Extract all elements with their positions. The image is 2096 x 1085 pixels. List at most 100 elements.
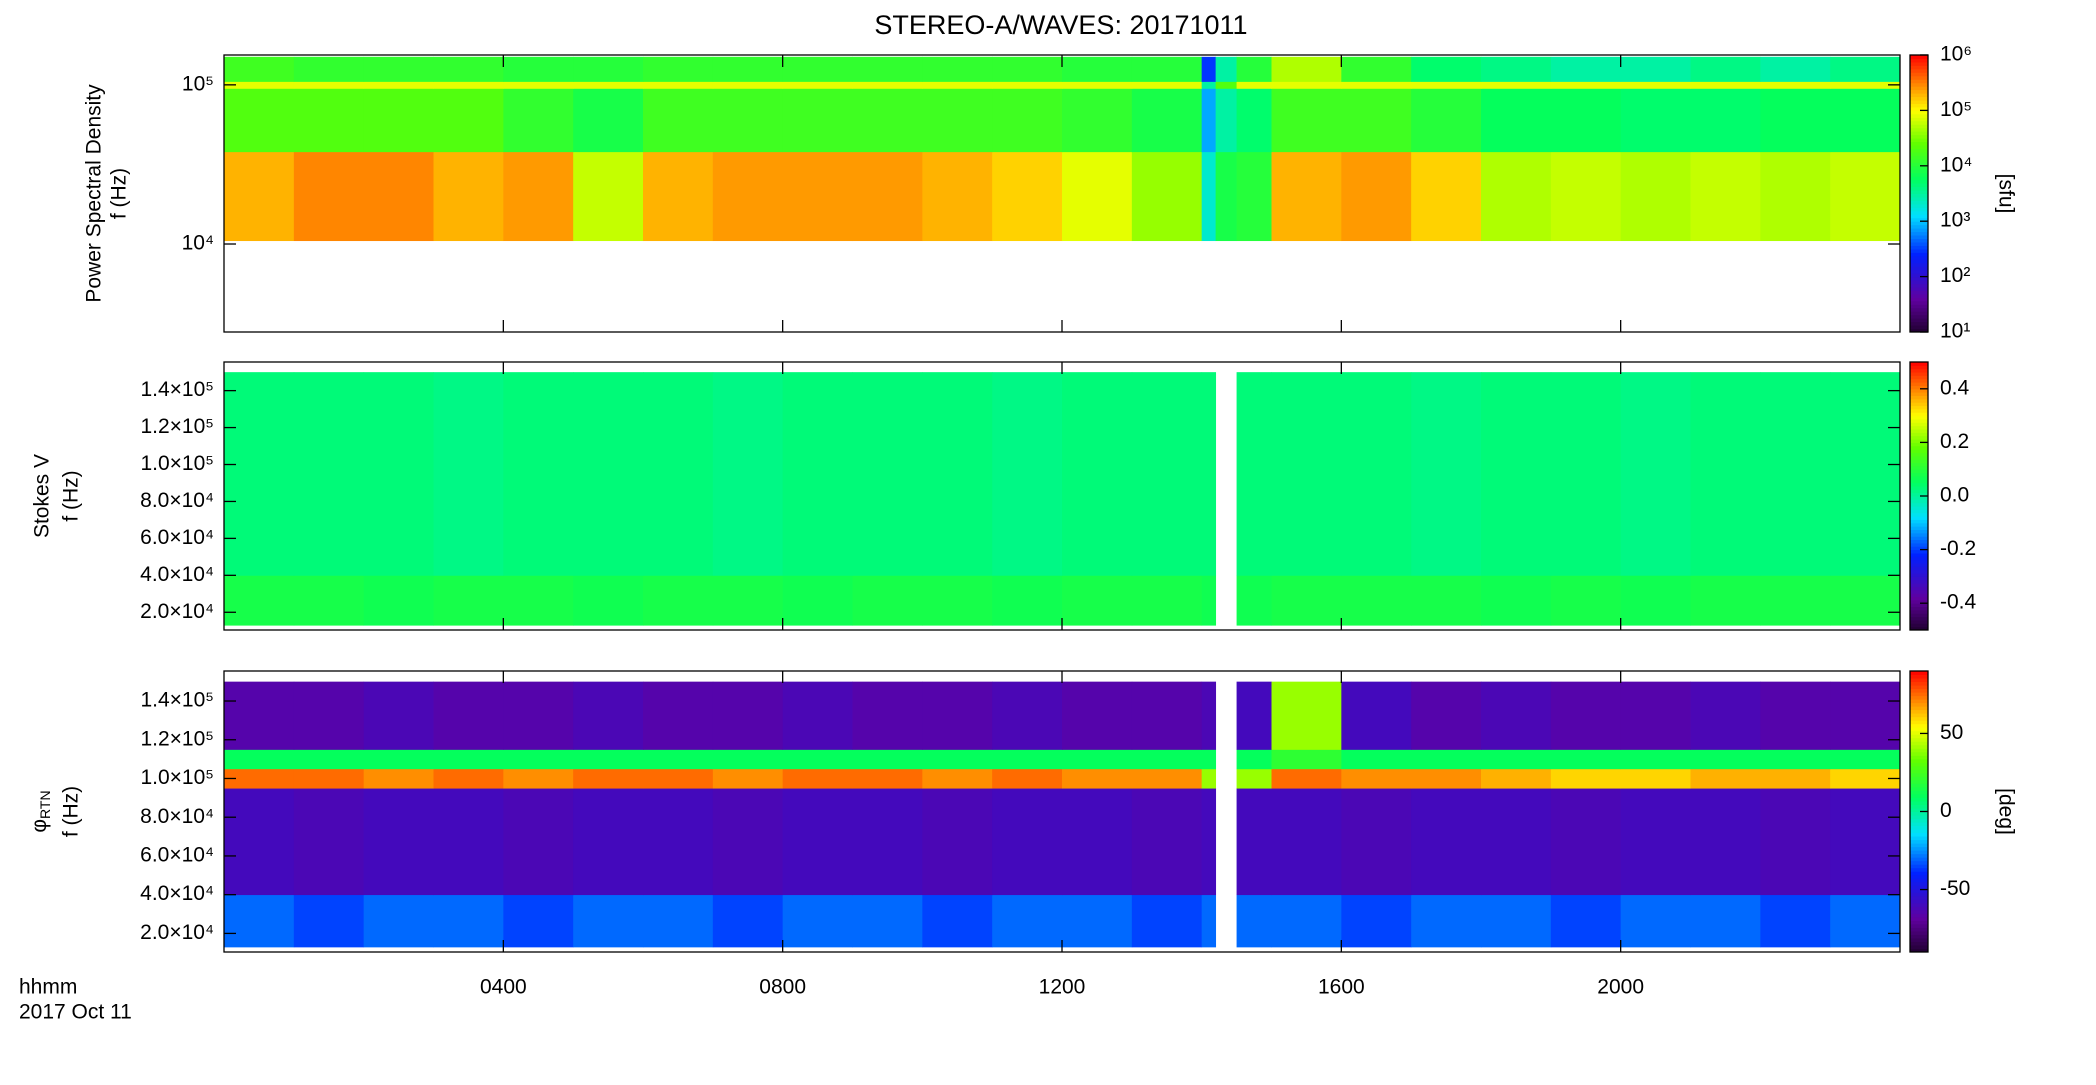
colorbar-segment (1910, 190, 1928, 194)
colorbar-segment (1910, 452, 1928, 457)
heatmap-cell (992, 56, 1063, 82)
colorbar-segment (1910, 269, 1928, 274)
colorbar-segment (1910, 916, 1928, 921)
heatmap-cell (293, 788, 365, 896)
heatmap-cell (922, 894, 993, 948)
colorbar-segment (1910, 552, 1928, 557)
colorbar-segment (1910, 61, 1928, 66)
colorbar-segment (1910, 382, 1928, 386)
colorbar-segment (1910, 576, 1928, 581)
colorbar-segment (1910, 183, 1928, 188)
heatmap-cell (643, 768, 714, 789)
heatmap-cell (1550, 894, 1622, 948)
colorbar-segment (1910, 93, 1928, 98)
colorbar-segment (1910, 744, 1928, 749)
colorbar-segment (1910, 603, 1928, 608)
heatmap-cell (1201, 81, 1217, 89)
heatmap-cell (1620, 894, 1691, 948)
colorbar-segment (1910, 909, 1928, 914)
colorbar-segment (1910, 169, 1928, 174)
heatmap-cell (782, 749, 853, 770)
x-tick-label: 1600 (1318, 976, 1365, 999)
heatmap-cell (363, 575, 434, 626)
colorbar-segment (1910, 941, 1928, 946)
heatmap-cell (503, 151, 574, 242)
colorbar-segment (1910, 145, 1928, 149)
heatmap-cell (992, 575, 1063, 626)
colorbar-segment (1910, 822, 1928, 827)
colorbar-segment (1910, 388, 1928, 393)
heatmap-cell (503, 372, 574, 576)
heatmap-cell (363, 88, 434, 153)
heatmap-cell (992, 81, 1063, 89)
heatmap-cell (1201, 151, 1217, 242)
heatmap-cell (1236, 768, 1272, 789)
heatmap-cell (852, 372, 923, 576)
colorbar-segment (1910, 836, 1928, 841)
heatmap-cell (433, 372, 504, 576)
heatmap-cell (1760, 88, 1831, 153)
colorbar-segment (1910, 579, 1928, 584)
colorbar-tick-label: -0.2 (1940, 537, 1976, 560)
colorbar-segment (1910, 906, 1928, 911)
heatmap-cell (1215, 56, 1237, 82)
colorbar-segment (1910, 522, 1928, 527)
heatmap-cell (1271, 88, 1342, 153)
colorbar-segment (1910, 685, 1928, 690)
heatmap-cell (224, 575, 295, 626)
heatmap-cell (293, 768, 365, 789)
colorbar-segment (1910, 706, 1928, 711)
colorbar-segment (1910, 96, 1928, 101)
colorbar-segment (1910, 539, 1928, 544)
colorbar-segment (1910, 422, 1928, 427)
heatmap-cell (782, 788, 853, 896)
colorbar-segment (1910, 266, 1928, 271)
heatmap-cell (1236, 575, 1272, 626)
colorbar-segment (1910, 368, 1928, 373)
heatmap-cell (1620, 681, 1691, 750)
heatmap-cell (1690, 894, 1761, 948)
heatmap-cell (1271, 575, 1342, 626)
heatmap-cell (433, 88, 504, 153)
colorbar-segment (1910, 385, 1928, 390)
heatmap-cell (1830, 56, 1901, 82)
colorbar-segment (1910, 72, 1928, 77)
heatmap-cell (224, 81, 295, 89)
colorbar-segment (1910, 762, 1928, 767)
colorbar-segment (1910, 214, 1928, 219)
heatmap-cell (922, 56, 993, 82)
colorbar-segment (1910, 829, 1928, 834)
heatmap-cell (782, 88, 853, 153)
colorbar-segment (1910, 850, 1928, 855)
colorbar-segment (1910, 583, 1928, 587)
colorbar-segment (1910, 804, 1928, 809)
colorbar-segment (1910, 262, 1928, 267)
heatmap-cell (1271, 768, 1342, 789)
colorbar-segment (1910, 124, 1928, 129)
heatmap-cell (573, 788, 644, 896)
heatmap-cell (852, 151, 923, 242)
y-tick-label: 10⁴ (182, 232, 214, 255)
colorbar-segment (1910, 702, 1928, 707)
colorbar-segment (1910, 318, 1928, 323)
colorbar-segment (1910, 713, 1928, 718)
colorbar-segment (1910, 692, 1928, 697)
heatmap-cell (1411, 575, 1482, 626)
colorbar-segment (1910, 758, 1928, 763)
y-axis-label: f (Hz) (60, 786, 83, 837)
heatmap-cell (1550, 768, 1622, 789)
colorbar-segment (1910, 141, 1928, 146)
colorbar-segment (1910, 716, 1928, 721)
heatmap-cell (1830, 681, 1901, 750)
heatmap-cell (782, 56, 853, 82)
heatmap-cell (643, 372, 714, 576)
heatmap-cell (1341, 768, 1412, 789)
heatmap-cell (992, 88, 1063, 153)
heatmap-cell (1215, 151, 1237, 242)
colorbar-segment (1910, 709, 1928, 714)
heatmap-cell (1131, 372, 1203, 576)
y-axis-label: f (Hz) (108, 168, 131, 219)
heatmap-cell (1690, 56, 1761, 82)
